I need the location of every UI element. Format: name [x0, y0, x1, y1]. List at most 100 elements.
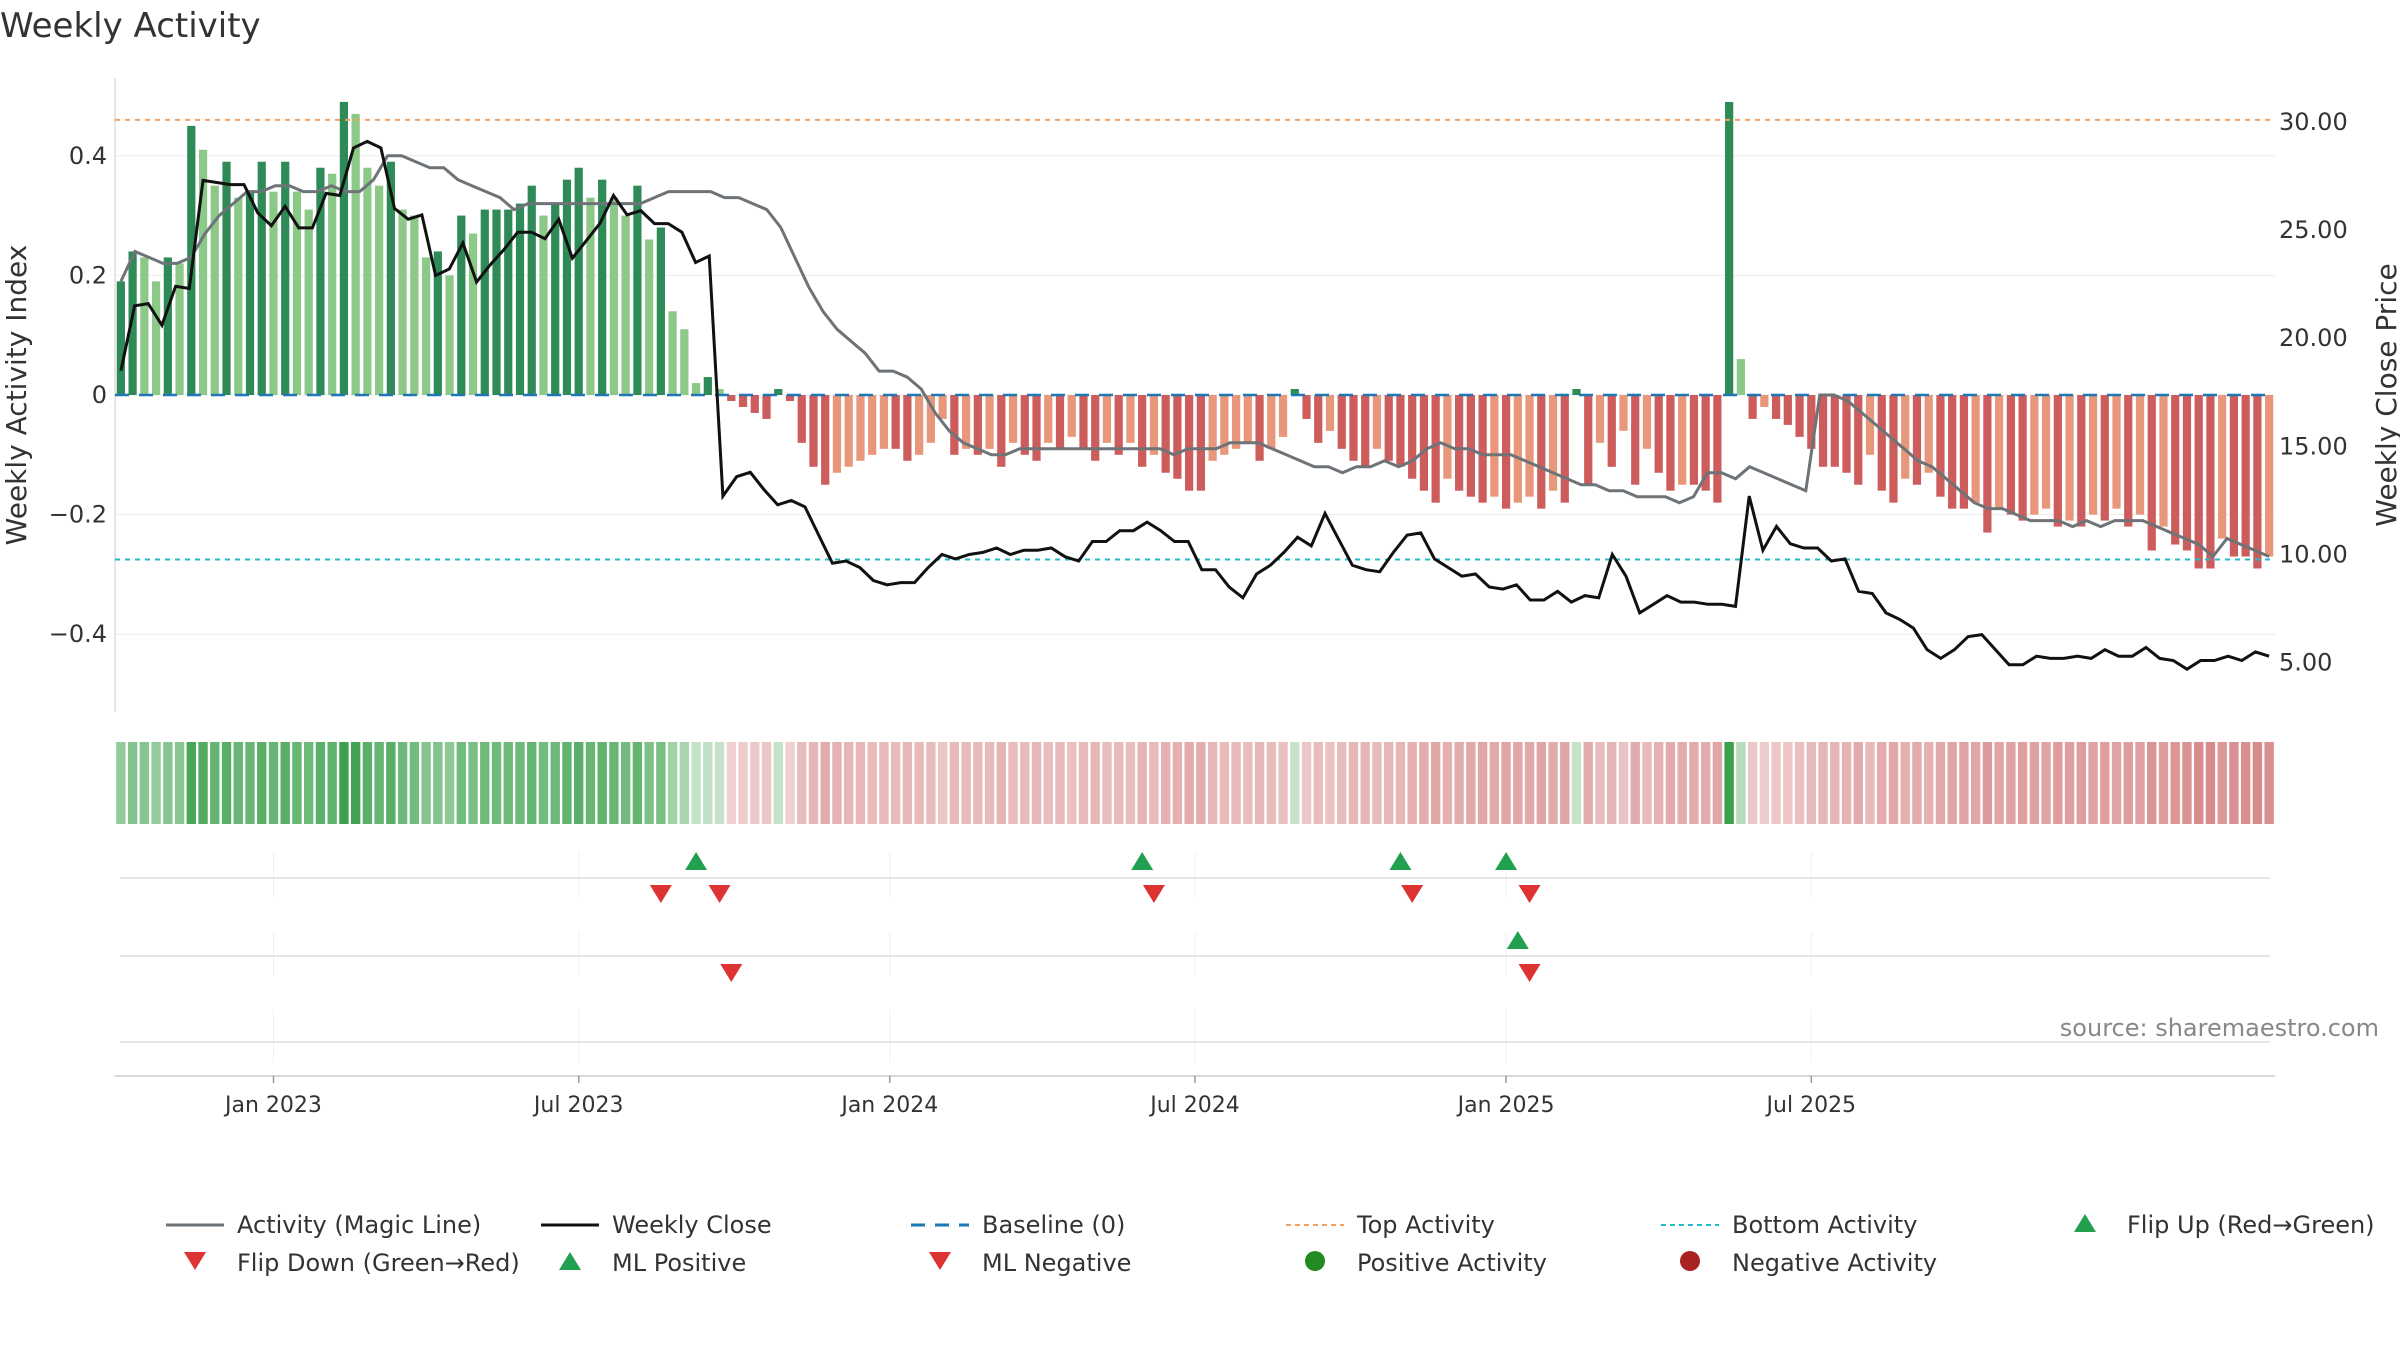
activity-bar [1196, 395, 1205, 491]
activity-bar [2229, 395, 2239, 557]
activity-bar [832, 395, 842, 473]
activity-bar [809, 395, 818, 467]
legend-label: Bottom Activity [1732, 1211, 1917, 1239]
activity-bar [950, 395, 959, 455]
heat-cell [1794, 742, 1805, 824]
activity-bar [2159, 395, 2168, 527]
heat-cell [914, 742, 924, 824]
heat-cell [761, 742, 772, 824]
heat-cell [1102, 742, 1112, 824]
heat-cell [139, 742, 150, 824]
ml-negative-marker [1518, 964, 1541, 982]
activity-bar [703, 377, 712, 395]
heat-cell [1571, 742, 1582, 824]
activity-bar [386, 161, 395, 395]
legend-swatch-up-triangle [2074, 1214, 2096, 1232]
activity-bar [1678, 395, 1687, 485]
heat-cell [2182, 742, 2192, 824]
activity-bar [2253, 395, 2262, 569]
activity-bar [2100, 395, 2109, 521]
activity-bar [1126, 395, 1135, 443]
activity-bar [175, 263, 184, 395]
activity-bar [1091, 395, 1100, 461]
heat-cell [1536, 742, 1546, 824]
heat-cell [491, 742, 502, 824]
left-tick-label: 0 [92, 381, 107, 409]
activity-bar [1384, 395, 1393, 461]
heat-cell [2076, 742, 2086, 824]
activity-bar [1948, 395, 1957, 509]
left-tick-label: 0.2 [69, 261, 107, 289]
activity-bar [1032, 395, 1041, 461]
heat-cell [1149, 742, 1159, 824]
heat-cell [1677, 742, 1687, 824]
flip-up-marker [1389, 852, 1412, 870]
activity-bar [1807, 395, 1816, 449]
heat-cell [785, 742, 795, 824]
heat-cell [1290, 742, 1300, 824]
activity-bar [1642, 395, 1652, 449]
heat-cell [1137, 742, 1147, 824]
activity-bar [187, 125, 196, 395]
activity-bar [1044, 395, 1053, 443]
activity-bar [151, 281, 161, 395]
heat-cell [233, 742, 243, 824]
activity-bar [339, 101, 349, 395]
activity-bar [316, 167, 325, 395]
activity-bar [668, 311, 677, 395]
heat-cell [844, 742, 854, 824]
heat-cell [1395, 742, 1406, 824]
activity-bar [738, 395, 748, 407]
heat-cell [1067, 742, 1077, 824]
activity-bar [1314, 395, 1323, 443]
activity-bar [844, 395, 853, 467]
heat-cell [245, 742, 255, 824]
heat-cell [2264, 742, 2274, 824]
heat-cell [386, 742, 396, 824]
activity-bar [1067, 395, 1076, 437]
activity-bar [140, 257, 149, 395]
heat-cell [1912, 742, 1922, 824]
activity-bar [2135, 395, 2145, 515]
heat-cell [127, 742, 138, 824]
activity-bar [645, 239, 654, 395]
activity-bar [1161, 395, 1170, 473]
heat-cell [1360, 742, 1370, 824]
activity-bar [1431, 395, 1440, 503]
date-tick-label: Jan 2023 [223, 1093, 322, 1118]
flip-up-marker [685, 852, 708, 870]
activity-bar [328, 173, 337, 395]
activity-bar [1760, 395, 1769, 407]
activity-bar [1654, 395, 1663, 473]
activity-bar [1055, 395, 1065, 449]
heat-cell [902, 742, 913, 824]
activity-bar [421, 257, 431, 395]
activity-bar [1818, 395, 1828, 467]
right-tick-label: 5.00 [2279, 649, 2332, 677]
right-tick-label: 25.00 [2279, 216, 2348, 244]
right-tick-label: 15.00 [2279, 432, 2348, 460]
legend-swatch-negative-dot [1680, 1251, 1700, 1271]
activity-bar [551, 203, 560, 395]
heat-cell [1501, 742, 1511, 824]
activity-bar [1971, 395, 1980, 503]
activity-bar [222, 161, 231, 395]
heat-cell [620, 742, 631, 824]
activity-bar [1020, 395, 1029, 455]
flip-down-marker [1518, 885, 1541, 903]
heat-cell [738, 742, 748, 824]
heat-cell [2064, 742, 2075, 824]
legend-label: Negative Activity [1732, 1249, 1937, 1277]
heat-cell [1724, 742, 1734, 824]
heat-cell [679, 742, 690, 824]
activity-bar [1725, 101, 1734, 395]
activity-bar [2171, 395, 2180, 545]
legend-label: Activity (Magic Line) [237, 1211, 481, 1239]
activity-bar [2065, 395, 2074, 521]
legend-label: Top Activity [1356, 1211, 1495, 1239]
legend-label: ML Positive [612, 1249, 746, 1277]
activity-bar [1983, 395, 1992, 533]
activity-bar [375, 185, 384, 395]
ml-negative-marker [720, 964, 743, 982]
heat-cell [1337, 742, 1347, 824]
